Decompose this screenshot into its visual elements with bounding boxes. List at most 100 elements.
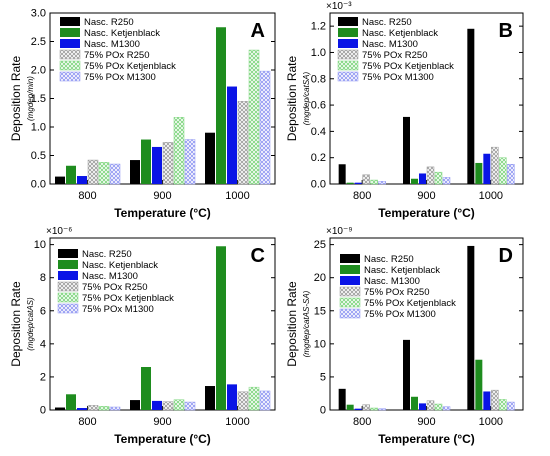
y-axis-label: Deposition Rate (9, 281, 23, 367)
bar-75-pox-m1300-1000 (259, 70, 271, 185)
bar-nasc-r250-1000 (467, 28, 475, 185)
y-tick-label: 1.2 (311, 21, 326, 33)
bar-nasc-ketjenblack-800 (346, 404, 354, 410)
y-tick-label: 0 (40, 405, 46, 417)
bar-75-pox-r250-800 (362, 174, 370, 185)
panel-label: A (251, 20, 265, 42)
legend-swatch (59, 71, 81, 82)
x-tick-label: 1000 (479, 416, 503, 428)
bar-75-pox-m1300-1000 (507, 164, 515, 185)
bar-75-pox-m1300-900 (184, 401, 196, 411)
legend-swatch (59, 49, 81, 60)
bar-nasc-m1300-1000 (227, 86, 237, 184)
bar-nasc-r250-1000 (467, 245, 475, 410)
panel-label: B (499, 20, 513, 42)
bar-75-pox-m1300-1000 (259, 390, 271, 411)
y-tick-label: 0.6 (311, 100, 326, 112)
x-axis-label: Temperature (°C) (114, 206, 211, 220)
x-tick-label: 800 (78, 190, 96, 202)
x-tick-label: 1000 (225, 416, 249, 428)
bar-nasc-r250-800 (338, 164, 346, 184)
bar-75-pox-ketjenblack-800 (98, 162, 110, 185)
y-tick-label: 1.0 (311, 47, 326, 59)
legend-swatch (338, 39, 358, 48)
bar-75-pox-r250-1000 (237, 391, 249, 411)
legend-swatch (340, 276, 360, 285)
legend-swatch (337, 49, 359, 60)
legend-entry: Nasc. M1300 (84, 39, 140, 50)
legend-swatch (338, 17, 358, 26)
bar-75-pox-r250-800 (362, 404, 370, 411)
y-tick-label: 20 (314, 272, 326, 284)
axis-exponent: ×10⁻⁹ (326, 226, 353, 237)
y-tick-label: 8 (40, 272, 46, 284)
bar-75-pox-ketjenblack-1000 (248, 386, 260, 411)
legend-entry: Nasc. R250 (82, 249, 132, 260)
x-tick-label: 900 (153, 190, 171, 202)
bar-75-pox-m1300-800 (109, 406, 121, 411)
bar-75-pox-m1300-800 (109, 163, 121, 185)
y-tick-label: 0.2 (311, 152, 326, 164)
y-tick-label: 2.5 (31, 36, 46, 48)
legend-swatch (57, 281, 79, 292)
x-axis-label: Temperature (°C) (378, 206, 475, 220)
x-tick-label: 900 (417, 190, 435, 202)
y-tick-label: 1.5 (31, 93, 46, 105)
legend-entry: Nasc. Ketjenblack (364, 265, 440, 276)
y-tick-label: 10 (34, 239, 46, 251)
bar-nasc-ketjenblack-900 (411, 396, 418, 410)
legend-swatch (340, 265, 360, 274)
legend-entry: Nasc. Ketjenblack (84, 28, 160, 39)
y-tick-label: 10 (314, 338, 326, 350)
bar-nasc-m1300-900 (152, 146, 162, 184)
axis-exponent: ×10⁻³ (326, 1, 352, 12)
bar-nasc-m1300-1000 (227, 384, 237, 410)
y-axis-label: Deposition Rate (9, 55, 23, 141)
x-axis-label: Temperature (°C) (114, 432, 211, 446)
y-tick-label: 3.0 (31, 8, 46, 20)
bar-75-pox-r250-900 (426, 166, 435, 185)
bar-nasc-r250-800 (338, 388, 346, 410)
bar-75-pox-ketjenblack-800 (370, 407, 378, 411)
bar-nasc-ketjenblack-800 (346, 182, 354, 184)
y-tick-label: 0.4 (311, 126, 326, 138)
legend-entry: 75% POx Ketjenblack (82, 293, 174, 304)
bar-75-pox-ketjenblack-900 (434, 171, 443, 185)
bar-nasc-ketjenblack-1000 (216, 246, 226, 410)
bar-75-pox-r250-900 (162, 142, 174, 185)
legend-entry: 75% POx M1300 (364, 309, 436, 320)
y-tick-label: 15 (314, 305, 326, 317)
bar-75-pox-m1300-800 (378, 408, 386, 411)
bar-75-pox-ketjenblack-900 (173, 117, 185, 185)
legend-swatch (59, 60, 81, 71)
bar-nasc-ketjenblack-1000 (475, 359, 483, 410)
bar-nasc-ketjenblack-900 (141, 367, 151, 410)
bar-nasc-m1300-900 (152, 400, 162, 410)
bar-75-pox-ketjenblack-1000 (499, 157, 507, 185)
bar-75-pox-ketjenblack-800 (98, 406, 110, 411)
bar-75-pox-r250-800 (87, 159, 99, 185)
legend-entry: 75% POx R250 (84, 50, 149, 61)
legend-entry: Nasc. M1300 (82, 271, 138, 282)
legend-swatch (60, 39, 80, 48)
legend-entry: 75% POx Ketjenblack (362, 61, 454, 72)
legend-entry: 75% POx R250 (82, 282, 147, 293)
legend-swatch (337, 60, 359, 71)
y-axis-unit: (mgdep/catSA) (302, 71, 311, 125)
chart-panel-B: 0.0 0.2 0.4 0.6 0.8 1.0 1.2 800 900 1000 Temperatu… (285, 1, 524, 220)
plot-frame (329, 237, 524, 411)
bar-nasc-m1300-900 (419, 173, 426, 184)
x-tick-label: 900 (153, 416, 171, 428)
bar-75-pox-ketjenblack-1000 (499, 399, 507, 411)
legend-swatch (339, 286, 361, 297)
legend-swatch (57, 303, 79, 314)
bar-75-pox-r250-800 (87, 405, 99, 411)
y-axis-unit: (mgdep/catAS) (26, 297, 35, 351)
bar-nasc-m1300-1000 (483, 153, 491, 184)
legend-swatch (338, 28, 358, 37)
legend-swatch (60, 28, 80, 37)
legend-entry: Nasc. M1300 (364, 276, 420, 287)
legend-entry: Nasc. R250 (84, 17, 134, 28)
bar-nasc-r250-1000 (205, 132, 215, 184)
